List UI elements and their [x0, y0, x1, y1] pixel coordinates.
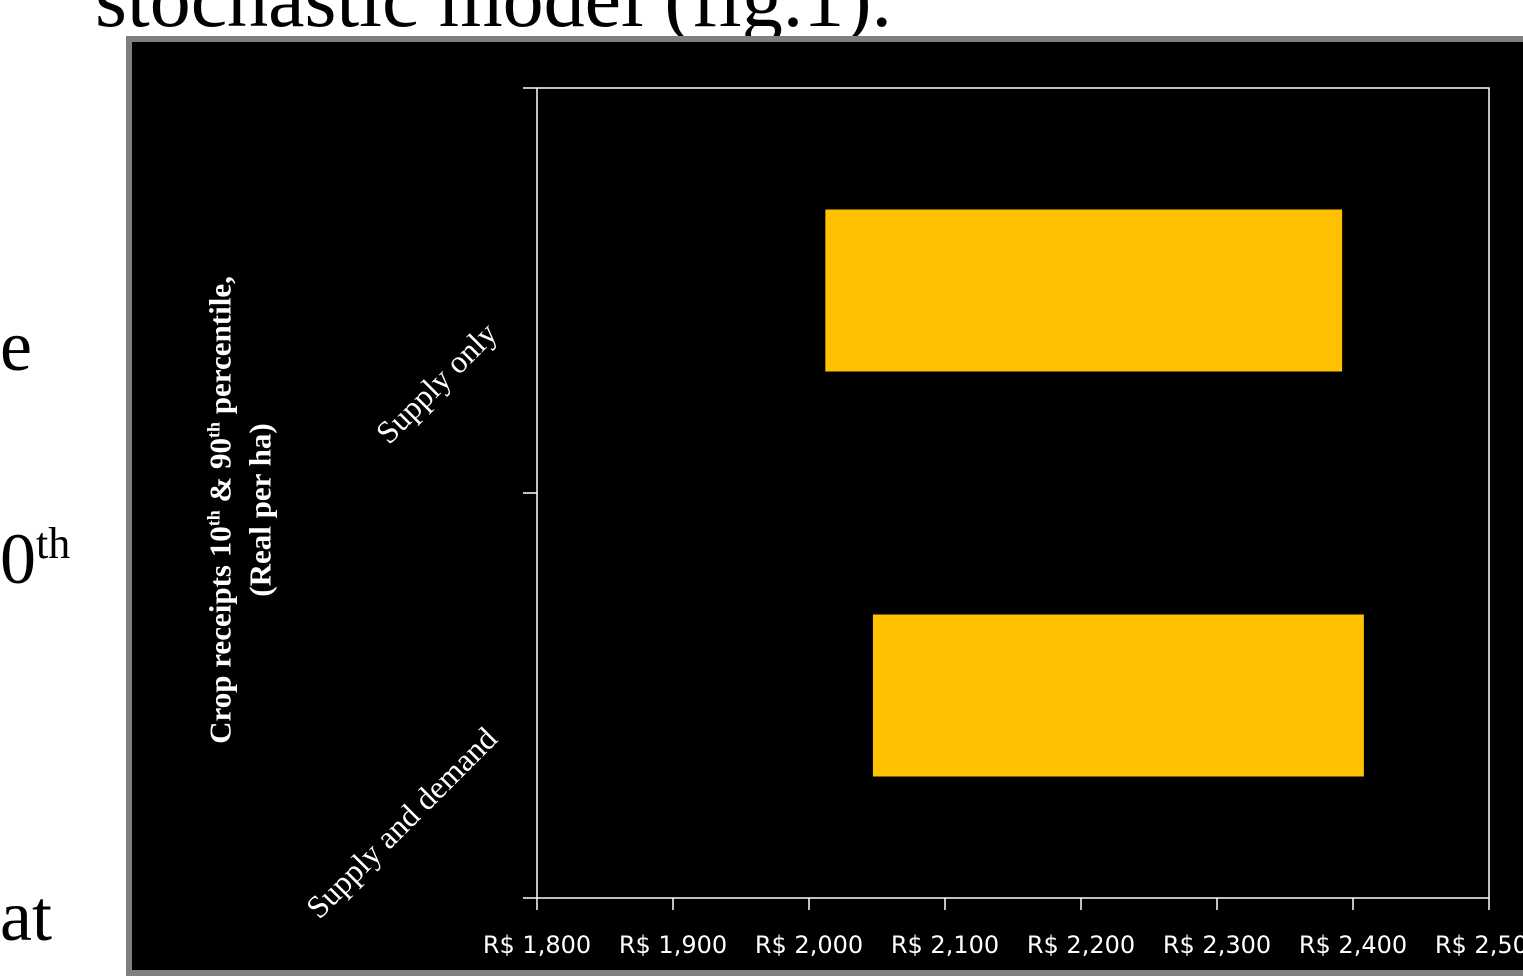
y-axis-title-superscript: th — [203, 421, 224, 438]
x-tick-label: R$ 2,200 — [1027, 931, 1135, 956]
x-tick-label: R$ 2,400 — [1299, 931, 1407, 956]
y-axis-title-part: & 90 — [202, 437, 238, 511]
chart-plot: R$ 1,800 R$ 1,900 R$ 2,000 R$ 2,100 R$ 2,200… — [299, 87, 1523, 956]
fragment-base: 0 — [0, 519, 36, 599]
slide-text-fragment: 0th — [0, 518, 70, 601]
x-tick-label: R$ 2,300 — [1163, 931, 1271, 956]
fragment-superscript: th — [36, 519, 71, 568]
x-tick-label: R$ 2,000 — [755, 931, 863, 956]
y-axis-title-superscript: th — [203, 510, 224, 527]
y-axis-title-part: percentile, — [202, 276, 238, 422]
chart-frame — [126, 36, 1523, 976]
y-axis-title-part: (Real per ha) — [242, 423, 278, 597]
y-tick-label: Supply and demand — [299, 720, 504, 925]
range-bar — [872, 614, 1364, 777]
range-bar — [825, 209, 1343, 372]
x-tick-label: R$ 2,500 — [1435, 931, 1523, 956]
y-axis-title-part: Crop receipts 10 — [202, 526, 238, 744]
slide-text-fragment: at — [0, 876, 52, 956]
x-tick-label: R$ 2,100 — [891, 931, 999, 956]
y-axis-title: Crop receipts 10th & 90th percentile, (Re… — [193, 130, 280, 890]
x-tick-label: R$ 1,900 — [619, 931, 727, 956]
y-tick-label: Supply only — [368, 315, 503, 450]
x-tick-label: R$ 1,800 — [483, 931, 591, 956]
slide-text-fragment: e — [0, 306, 32, 386]
